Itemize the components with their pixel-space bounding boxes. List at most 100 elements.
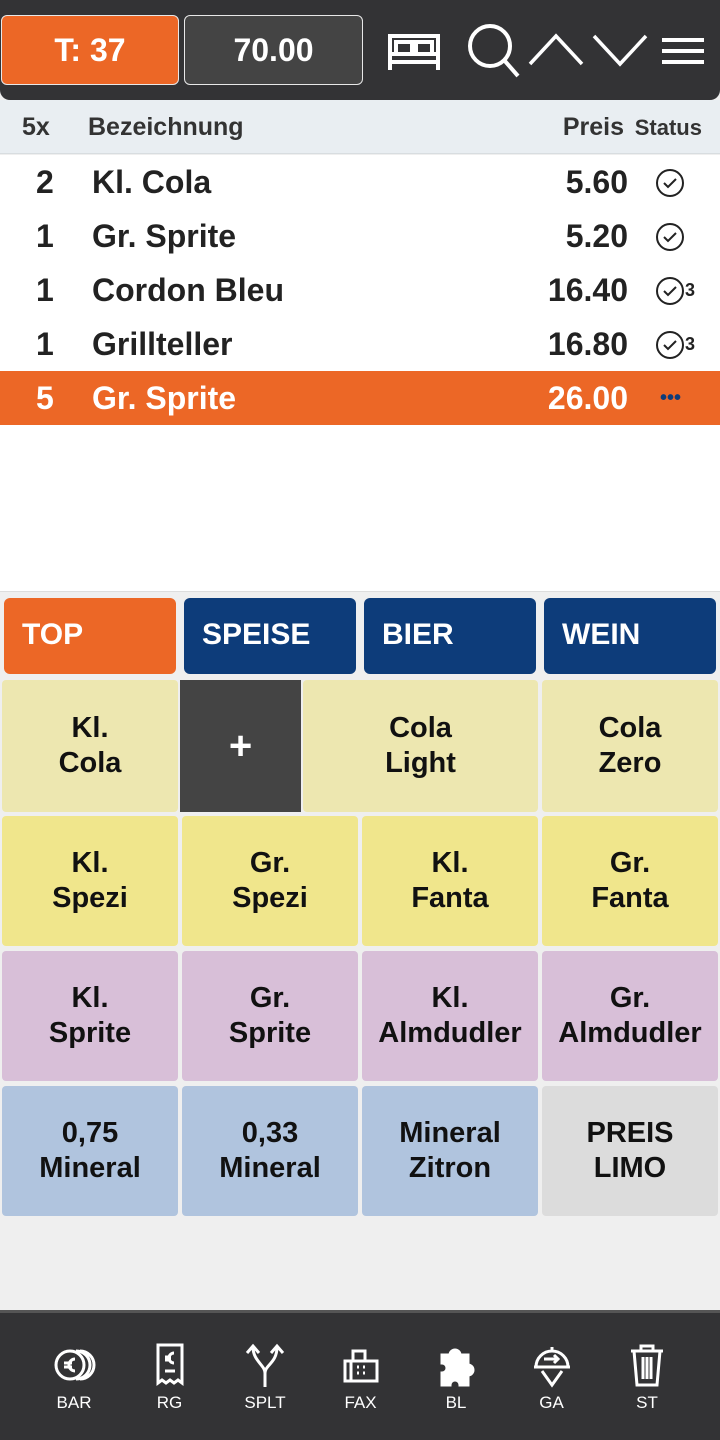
menu-icon[interactable] <box>660 26 706 76</box>
item-name: Gr. Sprite <box>92 380 237 416</box>
product-label: Kl. Cola <box>59 711 122 781</box>
product-label-line1: Gr. <box>249 982 291 1014</box>
product-label-line1: Cola <box>598 712 662 744</box>
product-label: + <box>228 723 253 768</box>
product-tile[interactable]: Cola Zero <box>542 680 718 812</box>
check-circle-icon <box>655 222 685 252</box>
product-label-line1: Kl. <box>71 847 109 879</box>
top-bar: T: 37 70.00 <box>0 0 720 100</box>
order-row[interactable]: 1 Cordon Bleu 16.40 3 <box>0 263 720 317</box>
chevron-down-icon[interactable] <box>592 26 648 76</box>
order-row[interactable]: 1 Gr. Sprite 5.20 <box>0 209 720 263</box>
toolbar-button-rg[interactable]: RG <box>130 1341 210 1413</box>
status-header: Status <box>634 115 702 140</box>
item-qty: 1 <box>36 272 54 308</box>
toolbar-button-splt[interactable]: SPLT <box>225 1341 305 1413</box>
toolbar-button-ga[interactable]: GA <box>512 1341 592 1413</box>
item-status: 3 <box>685 279 696 300</box>
product-label: Kl. Spezi <box>52 846 128 916</box>
add-product-button[interactable]: + <box>180 680 301 812</box>
name-header: Bezeichnung <box>88 113 244 141</box>
product-label-line2: Spezi <box>52 882 128 914</box>
product-tile[interactable]: Gr. Sprite <box>182 951 358 1081</box>
product-label-line2: Fanta <box>411 882 489 914</box>
product-label-line2: Almdudler <box>558 1017 702 1049</box>
item-qty: 1 <box>36 326 54 362</box>
product-label-line1: Kl. <box>431 847 469 879</box>
product-label-line1: Kl. <box>71 712 109 744</box>
product-tile[interactable]: Mineral Zitron <box>362 1086 538 1216</box>
product-label-line2: Fanta <box>591 882 669 914</box>
product-label-line1: Mineral <box>399 1117 501 1149</box>
product-tile[interactable]: Kl. Cola <box>2 680 178 812</box>
product-label-line1: Kl. <box>431 982 469 1014</box>
toolbar-label: SPLT <box>244 1393 286 1412</box>
category-tab-bier[interactable]: BIER <box>364 598 536 674</box>
product-label-line1: + <box>228 723 253 768</box>
product-label: Kl. Almdudler <box>378 981 521 1051</box>
product-label-line1: 0,33 <box>241 1117 299 1149</box>
item-name: Gr. Sprite <box>92 218 237 254</box>
toolbar-button-bar[interactable]: BAR <box>34 1341 114 1413</box>
item-name: Grillteller <box>92 326 233 362</box>
item-price: 5.60 <box>565 164 628 200</box>
product-tile[interactable]: Kl. Fanta <box>362 816 538 946</box>
toolbar-button-bl[interactable]: BL <box>416 1341 496 1413</box>
product-label-line2: LIMO <box>593 1152 667 1184</box>
product-label: PREIS LIMO <box>586 1116 673 1186</box>
product-label-line1: Gr. <box>609 847 651 879</box>
product-tile[interactable]: PREIS LIMO <box>542 1086 718 1216</box>
order-row[interactable]: 5 Gr. Sprite 26.00 ••• <box>0 371 720 425</box>
list-header: 5x Bezeichnung Preis Status <box>0 100 720 154</box>
toolbar-button-fax[interactable]: FAX <box>321 1341 401 1413</box>
toolbar-label: GA <box>539 1393 564 1412</box>
item-price: 16.80 <box>547 326 628 362</box>
product-tile[interactable]: Gr. Spezi <box>182 816 358 946</box>
product-label-line2: Mineral <box>219 1152 321 1184</box>
product-label: Kl. Sprite <box>49 981 131 1051</box>
product-label-line2: Sprite <box>48 1017 132 1049</box>
product-label: Gr. Almdudler <box>558 981 701 1051</box>
product-tile[interactable]: Kl. Spezi <box>2 816 178 946</box>
product-tile[interactable]: Cola Light <box>303 680 538 812</box>
item-name: Kl. Cola <box>92 164 212 200</box>
fax-icon <box>343 1349 378 1383</box>
product-label: 0,75 Mineral <box>39 1116 141 1186</box>
bed-icon[interactable] <box>386 26 442 76</box>
product-label-line2: Mineral <box>39 1152 141 1184</box>
product-label-line1: Kl. <box>71 982 109 1014</box>
toolbar-label: BAR <box>56 1393 92 1412</box>
item-name: Cordon Bleu <box>92 272 284 308</box>
order-row[interactable]: 2 Kl. Cola 5.60 <box>0 155 720 209</box>
order-row[interactable]: 1 Grillteller 16.80 3 <box>0 317 720 371</box>
toolbar-label: RG <box>156 1393 183 1412</box>
product-label: Cola Light <box>385 711 456 781</box>
price-header: Preis <box>562 113 624 141</box>
product-label: Cola Zero <box>599 711 662 781</box>
check-circle-icon: 3 <box>655 276 695 306</box>
table-button[interactable]: T: 37 <box>1 15 179 85</box>
chevron-up-icon[interactable] <box>528 26 584 76</box>
qty-header: 5x <box>22 113 50 141</box>
product-tile[interactable]: Kl. Sprite <box>2 951 178 1081</box>
product-tile[interactable]: Gr. Almdudler <box>542 951 718 1081</box>
item-qty: 5 <box>36 380 54 416</box>
product-label: 0,33 Mineral <box>219 1116 321 1186</box>
category-tab-speise[interactable]: SPEISE <box>184 598 356 674</box>
toolbar-button-st[interactable]: ST <box>607 1341 687 1413</box>
product-tile[interactable]: 0,75 Mineral <box>2 1086 178 1216</box>
product-tile[interactable]: 0,33 Mineral <box>182 1086 358 1216</box>
category-tab-top[interactable]: TOP <box>4 598 176 674</box>
product-label-line1: Gr. <box>609 982 651 1014</box>
product-tile[interactable]: Kl. Almdudler <box>362 951 538 1081</box>
search-icon[interactable] <box>464 22 520 78</box>
product-label-line1: Gr. <box>249 847 291 879</box>
toolbar-label: ST <box>636 1393 658 1412</box>
item-qty: 2 <box>36 164 54 200</box>
product-tile[interactable]: Gr. Fanta <box>542 816 718 946</box>
category-tab-wein[interactable]: WEIN <box>544 598 716 674</box>
item-status: 3 <box>685 333 696 354</box>
total-button[interactable]: 70.00 <box>184 15 363 85</box>
bottom-toolbar: BAR RG SPLT FAX BL GA ST <box>0 1310 720 1440</box>
cloche-icon <box>533 1347 570 1388</box>
